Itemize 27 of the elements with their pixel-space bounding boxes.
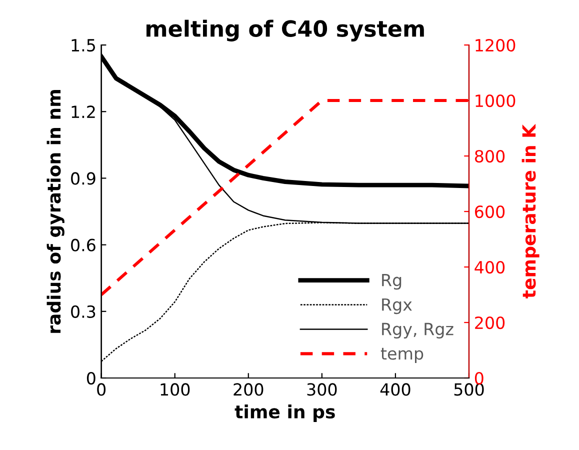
y2-tick-label: 400: [474, 260, 505, 274]
y2-tick-label: 200: [475, 316, 505, 330]
x-tick-label: 500: [454, 383, 484, 396]
y2-tick-label: 1000: [476, 94, 516, 108]
y-tick-label: 0.3: [71, 305, 96, 318]
y2-tick-label: 1200: [476, 38, 516, 52]
legend-label: temp: [380, 348, 424, 363]
legend-label: Rg: [382, 274, 402, 290]
y2-tick-label: 600: [475, 205, 505, 218]
x-axis-title: time in ps: [234, 404, 335, 422]
y-tick-label: 0.9: [71, 172, 96, 185]
x-tick-label: 100: [160, 383, 190, 396]
y2-axis-title: temperature in K: [522, 124, 540, 298]
x-tick-label: 0: [97, 383, 106, 396]
y2-tick-label: 800: [474, 150, 505, 163]
x-tick-label: 400: [380, 383, 410, 396]
chart-title: melting of C40 system: [146, 20, 424, 42]
y-tick-label: 0: [86, 372, 96, 385]
y-tick-label: 1.5: [72, 39, 96, 52]
x-tick-label: 200: [234, 383, 264, 396]
y-tick-label: 0.6: [71, 238, 96, 252]
legend-label: Rgx: [382, 298, 412, 314]
y2-tick-label: 0: [474, 372, 484, 385]
y-axis-title: radius of gyration in nm: [46, 90, 64, 333]
legend-label: Rgy, Rgz: [382, 322, 454, 339]
y-tick-label: 1.2: [72, 106, 95, 118]
x-tick-label: 300: [307, 383, 337, 396]
